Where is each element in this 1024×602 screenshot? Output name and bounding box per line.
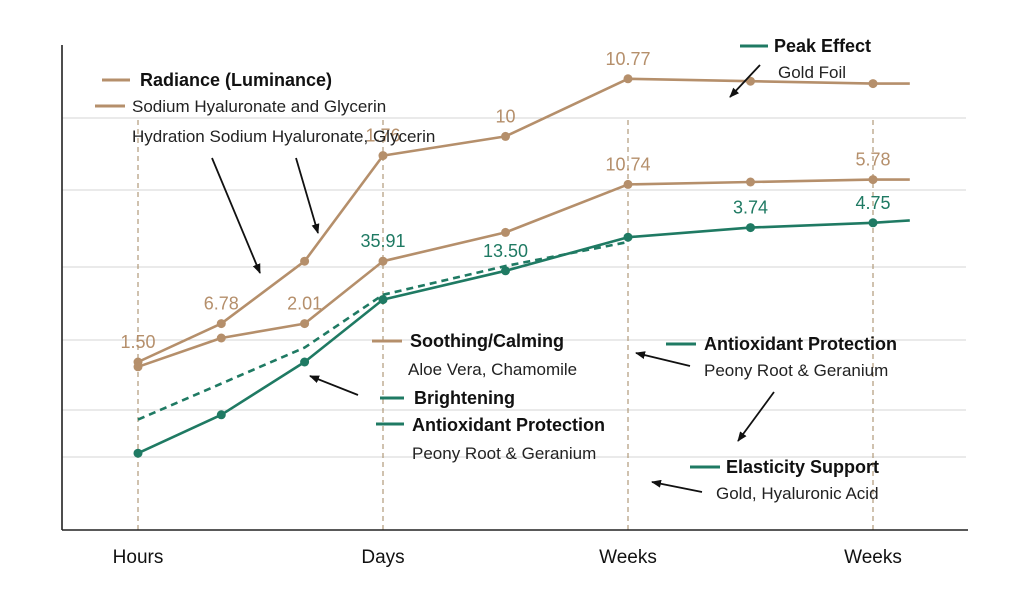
data-point	[300, 319, 310, 329]
series-line	[137, 240, 629, 421]
data-point	[133, 448, 143, 458]
annotation-arrow	[309, 375, 359, 396]
legend-subtitle: Peony Root & Geranium	[412, 444, 596, 463]
legend-title: Antioxidant Protection	[412, 415, 605, 435]
data-label: 10	[495, 106, 515, 126]
data-point	[746, 177, 755, 187]
x-tick-label: Weeks	[844, 547, 902, 568]
annotation-arrow	[295, 157, 320, 234]
data-point	[501, 266, 510, 276]
data-point	[216, 333, 226, 343]
data-point	[300, 357, 310, 367]
legend-entry-brightening: Brightening	[380, 388, 515, 408]
data-label: 10.74	[605, 154, 650, 174]
data-point	[623, 232, 633, 242]
legend-subtitle: Aloe Vera, Chamomile	[408, 360, 577, 379]
data-label: 13.50	[483, 241, 528, 261]
data-label: 6.78	[204, 294, 239, 314]
data-point	[378, 256, 388, 266]
series-layer	[133, 74, 910, 458]
data-point	[216, 319, 226, 329]
x-tick-label: Weeks	[599, 547, 657, 568]
annotation-arrows	[211, 64, 775, 493]
data-point	[623, 74, 633, 84]
data-point	[623, 179, 633, 189]
data-point	[868, 218, 878, 228]
legend-subtitle: Gold, Hyaluronic Acid	[716, 484, 879, 503]
data-label: 2.01	[287, 294, 322, 314]
data-label: 1.76	[365, 126, 400, 146]
legend-subtitle: Gold Foil	[778, 63, 846, 82]
legend-title: Peak Effect	[774, 36, 871, 56]
data-point	[746, 223, 755, 233]
data-label: 10.77	[605, 49, 650, 69]
data-point	[746, 76, 755, 86]
legend-entry-radiance: Radiance (Luminance) Sodium Hyaluronate …	[95, 70, 435, 146]
legend-entry-antioxidant-right: Antioxidant Protection Peony Root & Gera…	[666, 334, 897, 380]
axes	[61, 45, 968, 531]
data-point	[501, 131, 510, 141]
data-point	[868, 79, 878, 89]
legend-title: Antioxidant Protection	[704, 334, 897, 354]
data-label: 35.91	[360, 231, 405, 251]
data-point	[300, 256, 310, 266]
legend-extra: Hydration Sodium Hyaluronate, Glycerin	[132, 127, 435, 146]
x-tick-label: Days	[361, 547, 404, 568]
annotation-arrow	[211, 157, 261, 274]
legend-entry-soothing: Soothing/Calming Aloe Vera, Chamomile	[372, 331, 577, 379]
annotation-arrow	[737, 391, 775, 442]
data-label: 4.75	[855, 193, 890, 213]
data-point	[133, 362, 143, 372]
legend: Radiance (Luminance) Sodium Hyaluronate …	[95, 36, 897, 503]
series-line	[137, 77, 910, 364]
annotation-arrow	[651, 479, 703, 493]
data-point	[216, 410, 226, 420]
legend-title: Soothing/Calming	[410, 331, 564, 351]
data-point	[378, 295, 388, 305]
data-labels: 1.50 6.78 2.01 1.76 35.91 10 13.50 10.77 10.74 3.…	[120, 49, 890, 352]
x-tick-labels: Hours Days Weeks Weeks	[113, 547, 902, 568]
legend-entry-elasticity: Elasticity Support Gold, Hyaluronic Acid	[690, 457, 879, 503]
legend-title: Brightening	[414, 388, 515, 408]
data-point	[501, 227, 510, 237]
annotation-arrow	[635, 351, 691, 367]
data-label: 1.50	[120, 332, 155, 352]
annotation-arrow	[729, 64, 761, 98]
data-point	[868, 175, 878, 185]
data-point	[378, 151, 388, 161]
data-label: 3.74	[733, 198, 768, 218]
x-tick-label: Hours	[113, 547, 164, 568]
legend-title: Elasticity Support	[726, 457, 879, 477]
data-label: 5.78	[855, 150, 890, 170]
legend-entry-antioxidant-left: Antioxidant Protection Peony Root & Gera…	[376, 415, 605, 463]
legend-entry-peak-effect: Peak Effect Gold Foil	[740, 36, 871, 82]
legend-subtitle: Sodium Hyaluronate and Glycerin	[132, 97, 386, 116]
legend-title: Radiance (Luminance)	[140, 70, 332, 90]
legend-subtitle: Peony Root & Geranium	[704, 361, 888, 380]
